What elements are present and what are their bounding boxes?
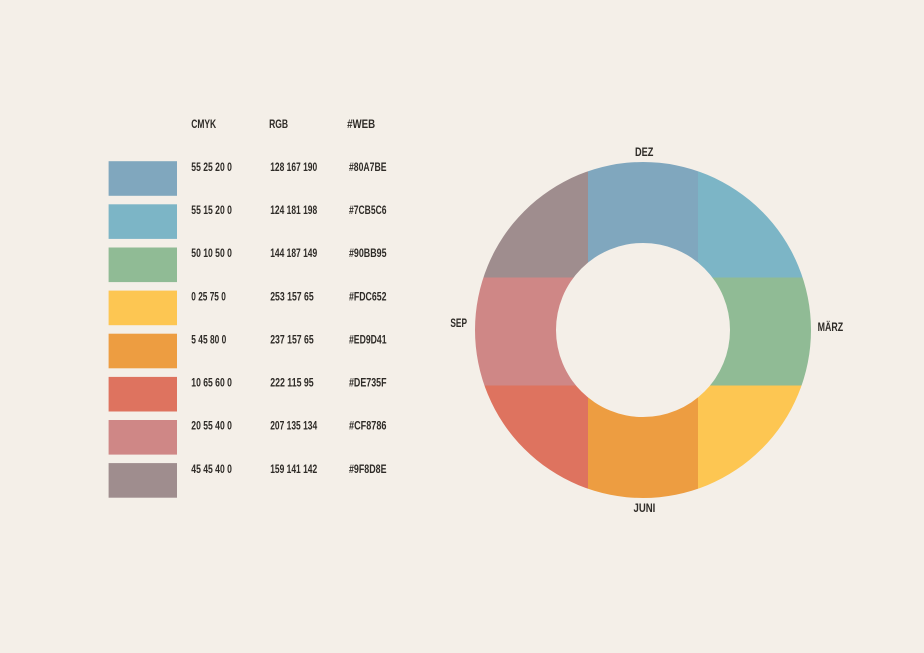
- svg-text:RGB: RGB: [269, 117, 288, 131]
- svg-text:SEP: SEP: [450, 316, 467, 330]
- svg-text:128 167 190: 128 167 190: [270, 160, 317, 174]
- svg-text:20 55 40 0: 20 55 40 0: [191, 419, 232, 433]
- svg-text:JUNI: JUNI: [634, 501, 656, 515]
- svg-text:45 45 40 0: 45 45 40 0: [191, 462, 232, 476]
- svg-text:237 157 65: 237 157 65: [270, 332, 314, 346]
- svg-text:DEZ: DEZ: [635, 145, 653, 159]
- svg-text:50 10 50 0: 50 10 50 0: [191, 246, 232, 260]
- svg-text:55 25 20 0: 55 25 20 0: [191, 160, 232, 174]
- svg-text:#ED9D41: #ED9D41: [349, 332, 387, 346]
- svg-text:0 25 75 0: 0 25 75 0: [191, 289, 226, 303]
- svg-text:124 181 198: 124 181 198: [270, 203, 317, 217]
- svg-text:#FDC652: #FDC652: [349, 289, 387, 303]
- svg-text:222 115 95: 222 115 95: [270, 376, 314, 390]
- svg-text:5 45 80 0: 5 45 80 0: [191, 332, 226, 346]
- svg-text:144 187 149: 144 187 149: [270, 246, 317, 260]
- svg-text:MÄRZ: MÄRZ: [818, 319, 844, 334]
- svg-text:159 141 142: 159 141 142: [270, 462, 317, 476]
- svg-text:#80A7BE: #80A7BE: [349, 160, 387, 174]
- svg-text:55 15 20 0: 55 15 20 0: [191, 203, 232, 217]
- svg-text:#9F8D8E: #9F8D8E: [349, 462, 387, 476]
- svg-text:CMYK: CMYK: [191, 117, 216, 131]
- svg-text:207 135 134: 207 135 134: [270, 419, 317, 433]
- svg-text:#90BB95: #90BB95: [349, 246, 387, 260]
- svg-text:#7CB5C6: #7CB5C6: [349, 203, 387, 217]
- svg-text:253 157 65: 253 157 65: [270, 289, 314, 303]
- svg-text:#DE735F: #DE735F: [349, 376, 387, 390]
- svg-text:10 65 60 0: 10 65 60 0: [191, 376, 232, 390]
- svg-text:#CF8786: #CF8786: [349, 419, 387, 433]
- svg-text:#WEB: #WEB: [347, 117, 375, 131]
